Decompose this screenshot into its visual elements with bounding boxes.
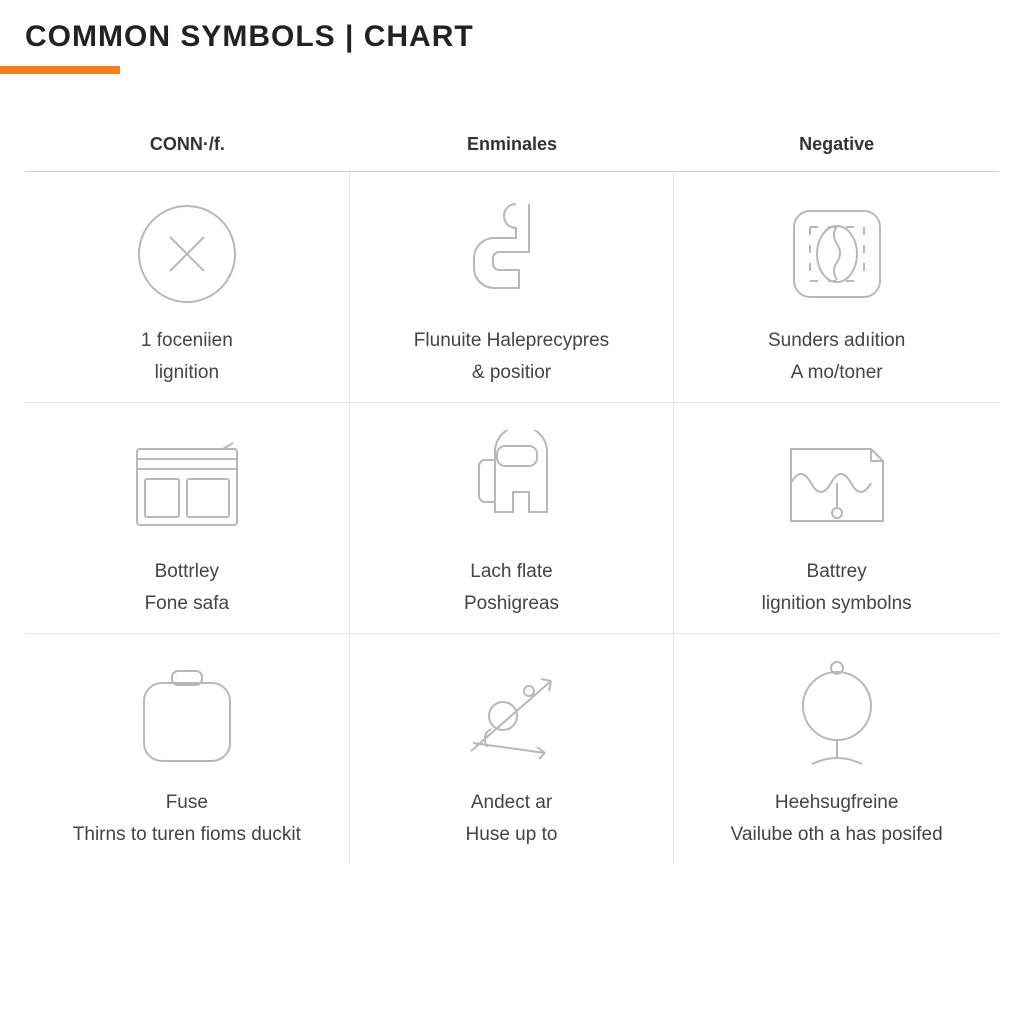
cell-label-primary: Battrey <box>807 561 867 583</box>
squircle-wave-icon <box>777 194 897 314</box>
cell-label-secondary: Vailube oth a has posifed <box>731 824 943 846</box>
cell-label-secondary: lignition symbolns <box>762 593 912 615</box>
circle-x-icon <box>127 194 247 314</box>
chart-cell: Sunders adıition A mo/toner <box>674 172 999 402</box>
globe-stand-icon <box>777 656 897 776</box>
cell-label-primary: Flunuite Haleprecypres <box>414 330 609 352</box>
rounded-box-icon <box>127 656 247 776</box>
chart-row: 1 foceniien lignition Flunuite Haleprecy… <box>25 172 999 403</box>
chart-cell: 1 foceniien lignition <box>25 172 350 402</box>
chart-cell: Andect ar Huse up to <box>350 634 675 864</box>
symbols-chart: CONN·/f. Enminales Negative 1 foceniien … <box>25 134 999 864</box>
column-header-0: CONN·/f. <box>25 134 350 155</box>
accent-underline <box>0 66 120 74</box>
page-title: COMMON SYMBOLS | CHART <box>25 20 999 54</box>
cell-label-secondary: A mo/toner <box>791 362 883 384</box>
wave-card-icon <box>777 425 897 545</box>
cell-label-secondary: Poshigreas <box>464 593 559 615</box>
hook-shape-icon <box>451 194 571 314</box>
column-header-1: Enminales <box>350 134 675 155</box>
chart-cell: Lach flate Poshigreas <box>350 403 675 633</box>
column-header-2: Negative <box>674 134 999 155</box>
chart-cell: Bottrley Fone safa <box>25 403 350 633</box>
cell-label-secondary: Huse up to <box>466 824 558 846</box>
chart-cell: Fuse Thirns to turen fioms duckit <box>25 634 350 864</box>
among-shape-icon <box>451 425 571 545</box>
chart-row: Fuse Thirns to turen fioms duckit Andec <box>25 634 999 864</box>
cell-label-secondary: lignition <box>155 362 219 384</box>
cell-label-secondary: Thirns to turen fioms duckit <box>73 824 301 846</box>
cell-label-primary: Bottrley <box>155 561 219 583</box>
arrows-loop-icon <box>451 656 571 776</box>
cell-label-primary: Lach flate <box>470 561 552 583</box>
chart-cell: Heehsugfreine Vailube oth a has posifed <box>674 634 999 864</box>
chart-cell: Battrey lignition symbolns <box>674 403 999 633</box>
cell-label-primary: 1 foceniien <box>141 330 233 352</box>
cell-label-primary: Andect ar <box>471 792 552 814</box>
cell-label-primary: Fuse <box>166 792 208 814</box>
cell-label-secondary: & positior <box>472 362 551 384</box>
column-headers-row: CONN·/f. Enminales Negative <box>25 134 999 171</box>
cell-label-primary: Sunders adıition <box>768 330 905 352</box>
cell-label-secondary: Fone safa <box>145 593 230 615</box>
chart-grid: 1 foceniien lignition Flunuite Haleprecy… <box>25 171 999 864</box>
chart-row: Bottrley Fone safa Lach flate Poshigreas <box>25 403 999 634</box>
box-panels-icon <box>127 425 247 545</box>
chart-cell: Flunuite Haleprecypres & positior <box>350 172 675 402</box>
cell-label-primary: Heehsugfreine <box>775 792 899 814</box>
